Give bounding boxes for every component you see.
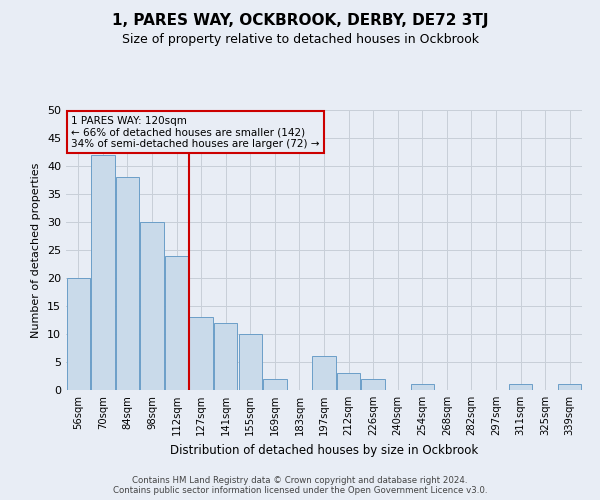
Text: Size of property relative to detached houses in Ockbrook: Size of property relative to detached ho… (121, 32, 479, 46)
Bar (361, 379, 385, 390)
Y-axis label: Number of detached properties: Number of detached properties (31, 162, 41, 338)
Bar (337, 373, 360, 390)
Bar (67, 278, 90, 390)
Bar (214, 323, 238, 390)
Bar (91, 155, 115, 390)
Bar (263, 379, 287, 390)
X-axis label: Distribution of detached houses by size in Ockbrook: Distribution of detached houses by size … (170, 444, 478, 456)
Bar (410, 384, 434, 390)
Bar (116, 177, 139, 390)
Text: Contains public sector information licensed under the Open Government Licence v3: Contains public sector information licen… (113, 486, 487, 495)
Bar (190, 317, 213, 390)
Text: 1, PARES WAY, OCKBROOK, DERBY, DE72 3TJ: 1, PARES WAY, OCKBROOK, DERBY, DE72 3TJ (112, 12, 488, 28)
Bar (558, 384, 581, 390)
Bar (239, 334, 262, 390)
Bar (165, 256, 188, 390)
Text: 1 PARES WAY: 120sqm
← 66% of detached houses are smaller (142)
34% of semi-detac: 1 PARES WAY: 120sqm ← 66% of detached ho… (71, 116, 320, 149)
Text: Contains HM Land Registry data © Crown copyright and database right 2024.: Contains HM Land Registry data © Crown c… (132, 476, 468, 485)
Bar (140, 222, 164, 390)
Bar (313, 356, 335, 390)
Bar (509, 384, 532, 390)
